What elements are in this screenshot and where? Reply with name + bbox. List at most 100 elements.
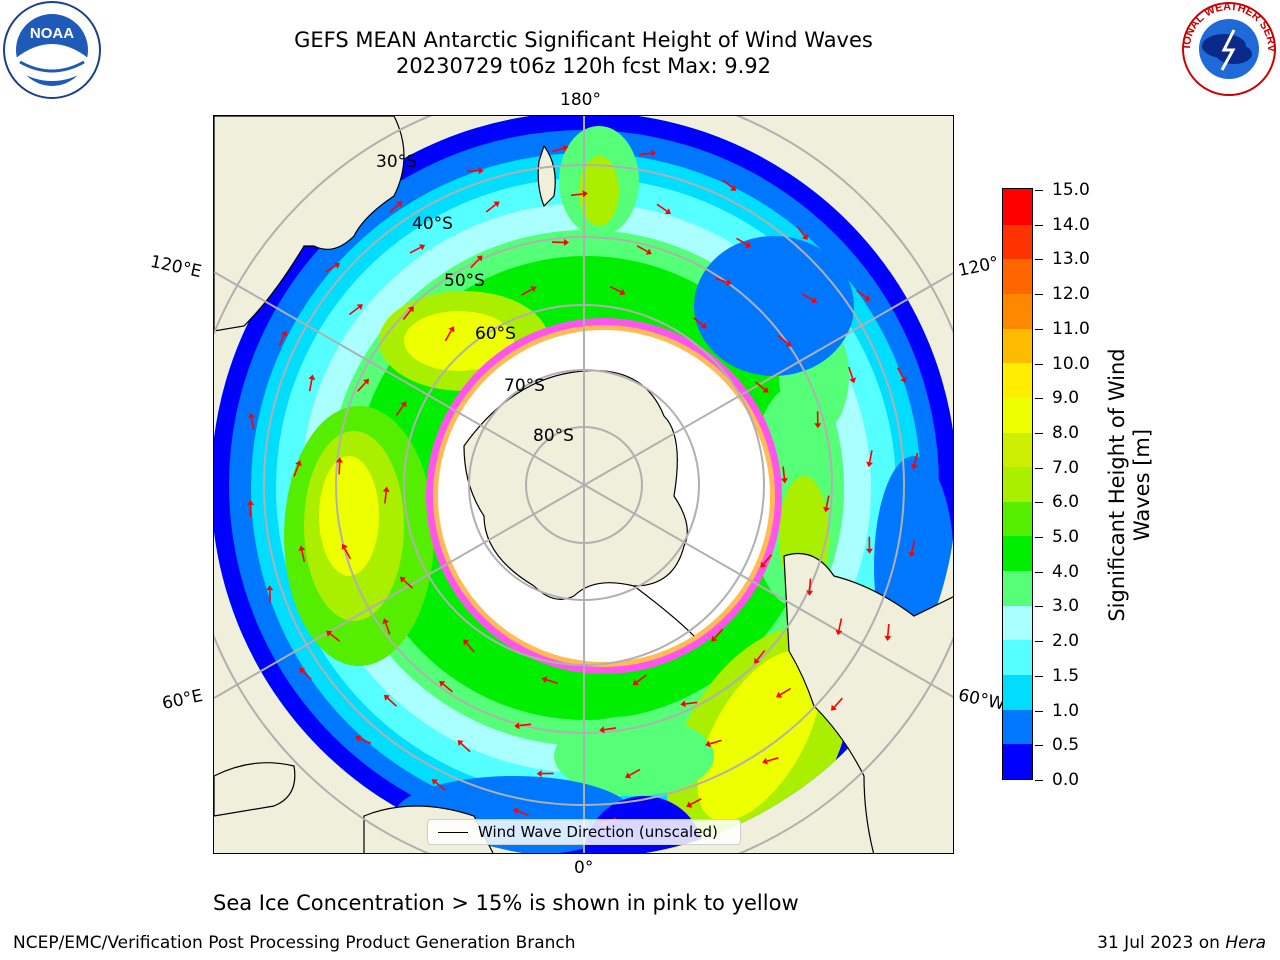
footer-left: NCEP/EMC/Verification Post Processing Pr… [13, 933, 576, 953]
wave-arrow-head [908, 551, 916, 558]
wave-arrow-head [645, 248, 652, 255]
wave-arrow-head [341, 543, 348, 550]
colorbar-band [1003, 466, 1032, 502]
wave-arrow-head [478, 167, 484, 175]
colorbar-tick [1035, 363, 1043, 365]
wave-arrow [779, 687, 792, 696]
wave-arrow-head [625, 772, 632, 779]
colorbar-band [1003, 501, 1032, 537]
colorbar-band [1003, 362, 1032, 398]
wave-arrow [777, 335, 789, 345]
wave-arrow-head [619, 288, 626, 296]
wave-arrow-head [754, 657, 760, 664]
wave-arrow [754, 381, 766, 391]
wave-arrow [570, 193, 583, 197]
wave-arrow [485, 203, 497, 213]
wave-arrow-head [823, 506, 830, 513]
wave-arrow [838, 618, 843, 631]
wave-arrow-head [911, 463, 918, 470]
colorbar-tick-label: 12.0 [1052, 284, 1090, 305]
colorbar-tick-label: 1.5 [1052, 665, 1080, 686]
wave-arrow-head [760, 561, 767, 568]
wave-arrow-head [295, 460, 302, 467]
wave-arrow [690, 798, 702, 806]
colorbar-tick-label: 11.0 [1052, 318, 1090, 339]
wave-arrow [470, 258, 480, 269]
wave-arrow [848, 366, 854, 379]
wave-arrow-head [884, 635, 892, 641]
wave-arrow-head [686, 801, 693, 808]
wave-arrow-head [326, 630, 333, 637]
wave-arrow-head [864, 295, 871, 301]
colorbar-tick [1035, 641, 1043, 643]
wave-arrow [359, 737, 372, 745]
colorbar-tick-label: 6.0 [1052, 492, 1080, 513]
lat-label-50s: 50°S [444, 271, 485, 291]
wave-arrow-head [396, 201, 403, 208]
colorbar [1002, 188, 1033, 780]
wave-arrow [609, 285, 622, 293]
wave-arrow [887, 623, 890, 637]
lon-label-top: 180° [560, 90, 601, 110]
wave-arrow-head [730, 185, 737, 191]
wave-arrow [389, 203, 400, 213]
wave-arrow [384, 491, 387, 504]
colorbar-tick [1035, 710, 1043, 712]
wave-arrow [465, 642, 475, 653]
wave-arrow [329, 633, 341, 642]
colorbar-tick [1035, 190, 1043, 191]
wave-arrow [518, 723, 532, 727]
wave-arrow-head [281, 330, 288, 337]
wave-arrow [546, 679, 559, 685]
wave-arrow-head [632, 679, 639, 686]
wave-arrow-head [849, 377, 856, 384]
wave-arrow [636, 245, 648, 253]
wave-arrow [693, 317, 704, 326]
wave-arrow [808, 578, 812, 591]
wave-arrow [766, 757, 779, 762]
colorbar-tick-label: 0.5 [1052, 735, 1080, 756]
wave-arrow-head [336, 457, 344, 463]
colorbar-tick-label: 14.0 [1052, 214, 1090, 235]
wave-arrow [715, 277, 728, 284]
wave-arrow-head [780, 478, 788, 484]
colorbar-band [1003, 743, 1032, 779]
colorbar-tick [1035, 675, 1043, 677]
graticule [214, 116, 953, 853]
wave-arrow [911, 540, 916, 553]
wave-arrow-head [248, 412, 255, 419]
colorbar-tick-label: 8.0 [1052, 422, 1080, 443]
wave-arrow-head [664, 208, 671, 214]
lat-label-60s: 60°S [475, 324, 516, 344]
wave-arrow-head [562, 144, 569, 152]
colorbar-band [1003, 639, 1032, 676]
colorbar-tick [1035, 467, 1043, 469]
wave-arrow-head [383, 694, 390, 701]
colorbar-band [1003, 293, 1032, 329]
wave-arrow-head [493, 201, 500, 208]
colorbar-tick [1035, 398, 1043, 400]
noaa-logo: NOAA [0, 0, 104, 104]
footer-right: 31 Jul 2023 on Hera [1097, 933, 1266, 953]
colorbar-tick-label: 1.0 [1052, 700, 1080, 721]
wave-arrow [709, 739, 722, 745]
colorbar-tick [1035, 502, 1043, 504]
wave-arrow-head [725, 279, 732, 286]
wave-arrow-head [801, 233, 808, 240]
australia [214, 116, 405, 332]
wave-arrow [722, 179, 733, 189]
wave-arrow-head [599, 726, 605, 734]
wave-arrow [604, 727, 617, 731]
wave-arrow [293, 464, 300, 477]
south-america [783, 552, 953, 853]
wave-arrow-head [457, 740, 464, 747]
wave-arrow [913, 452, 919, 465]
colorbar-tick-label: 5.0 [1052, 527, 1080, 548]
colorbar-tick [1035, 259, 1043, 261]
wave-arrow [466, 169, 479, 172]
wave-arrow-head [247, 500, 254, 505]
wave-arrow [796, 226, 806, 237]
wave-arrow-head [448, 326, 455, 333]
wave-arrow-head [806, 590, 814, 596]
wave-arrow-head [651, 149, 657, 157]
